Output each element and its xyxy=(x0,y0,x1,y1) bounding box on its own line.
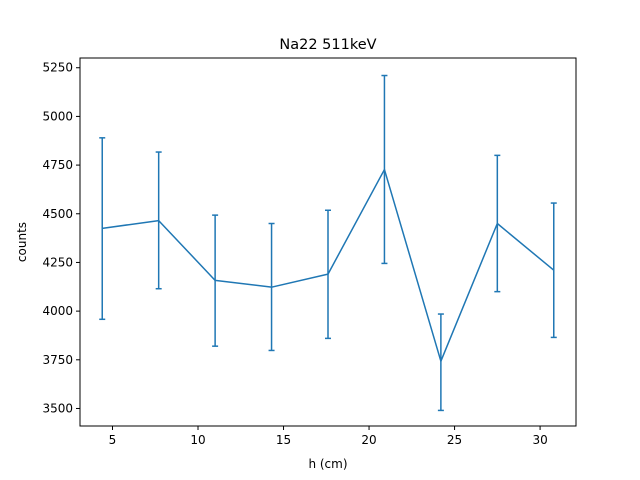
y-tick-label: 4250 xyxy=(42,255,73,269)
x-tick-label: 15 xyxy=(276,433,291,447)
x-axis: 5 10 15 20 25 30 xyxy=(109,426,548,447)
y-tick-label: 3500 xyxy=(42,401,73,415)
x-tick-label: 30 xyxy=(532,433,547,447)
y-tick-label: 5250 xyxy=(42,61,73,75)
x-tick-label: 10 xyxy=(190,433,205,447)
y-tick-label: 5000 xyxy=(42,109,73,123)
y-tick-label: 3750 xyxy=(42,353,73,367)
x-axis-label: h (cm) xyxy=(308,457,347,471)
plot-area xyxy=(99,74,557,412)
x-tick-label: 20 xyxy=(361,433,376,447)
chart-title: Na22 511keV xyxy=(279,37,376,53)
axes-frame xyxy=(79,57,577,427)
y-tick-label: 4000 xyxy=(42,304,73,318)
x-tick-label: 5 xyxy=(109,433,117,447)
y-tick-label: 4750 xyxy=(42,158,73,172)
y-tick-label: 4500 xyxy=(42,207,73,221)
y-axis: 3500 3750 4000 4250 4500 4750 5000 5250 xyxy=(42,61,80,415)
x-tick-label: 25 xyxy=(447,433,462,447)
y-axis-label: counts xyxy=(15,222,29,262)
